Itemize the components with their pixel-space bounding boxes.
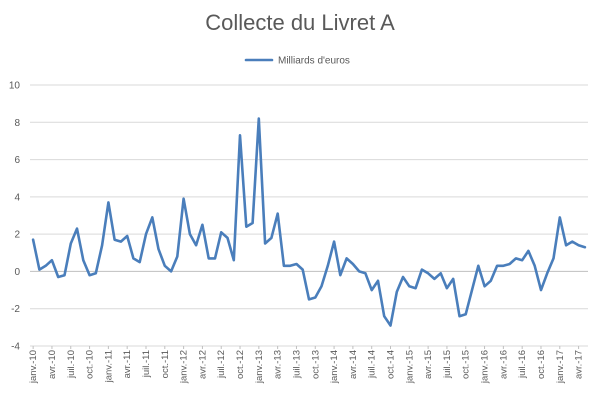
x-tick-label: juil.-14	[367, 350, 378, 379]
y-tick-label: 0	[14, 267, 20, 278]
y-axis: -4 -2 0 2 4 6 8 10	[9, 81, 21, 353]
y-tick-label: 10	[9, 81, 21, 92]
x-tick-label: avr.-10	[47, 350, 58, 379]
x-tick-label: avr.-14	[348, 350, 359, 379]
legend: Milliards d'euros	[244, 56, 350, 67]
x-tick-label: janv.-14	[329, 350, 340, 384]
y-tick-label: 6	[14, 155, 20, 166]
x-tick-label: avr.-15	[423, 350, 434, 379]
x-tick-label: oct.-14	[386, 350, 397, 379]
x-tick-label: janv.-10	[28, 350, 39, 384]
x-tick-label: janv.-13	[254, 350, 265, 384]
x-tick-label: oct.-11	[160, 350, 171, 378]
x-tick-label: avr.-11	[122, 350, 133, 378]
x-tick-label: oct.-16	[536, 350, 547, 379]
y-tick-label: 8	[14, 118, 20, 129]
x-tick-label: juil.-15	[442, 350, 453, 379]
x-tick-label: janv.-16	[480, 350, 491, 384]
y-tick-label: 2	[14, 230, 20, 241]
x-tick-label: oct.-12	[235, 350, 246, 379]
gridlines	[30, 84, 588, 347]
x-tick-label: janv.-11	[103, 350, 114, 383]
legend-label: Milliards d'euros	[278, 56, 350, 67]
chart-title: Collecte du Livret A	[205, 10, 395, 35]
x-tick-label: oct.-13	[310, 350, 321, 379]
x-tick-label: janv.-15	[404, 350, 415, 384]
x-tick-label: juil.-16	[517, 350, 528, 379]
x-tick-label: juil.-11	[141, 350, 152, 378]
x-tick-label: juil.-13	[291, 350, 302, 379]
x-tick-label: avr.-16	[498, 350, 509, 379]
series-line	[31, 117, 587, 327]
x-tick-label: avr.-13	[273, 350, 284, 379]
y-tick-label: -4	[11, 342, 20, 353]
x-tick-label: oct.-15	[461, 350, 472, 379]
series-layer	[31, 117, 587, 327]
x-tick-label: janv.-17	[555, 350, 566, 384]
y-tick-label: 4	[14, 192, 20, 203]
x-axis: janv.-10 avr.-10 juil.-10 oct.-10 janv.-11 av…	[28, 346, 585, 384]
x-tick-label: avr.-12	[197, 350, 208, 379]
x-tick-label: avr.-17	[574, 350, 585, 379]
x-tick-label: juil.-10	[66, 350, 77, 379]
x-tick-label: juil.-12	[216, 350, 227, 379]
y-tick-label: -2	[11, 304, 20, 315]
x-tick-label: oct.-10	[85, 350, 96, 379]
x-tick-label: janv.-12	[179, 350, 190, 384]
